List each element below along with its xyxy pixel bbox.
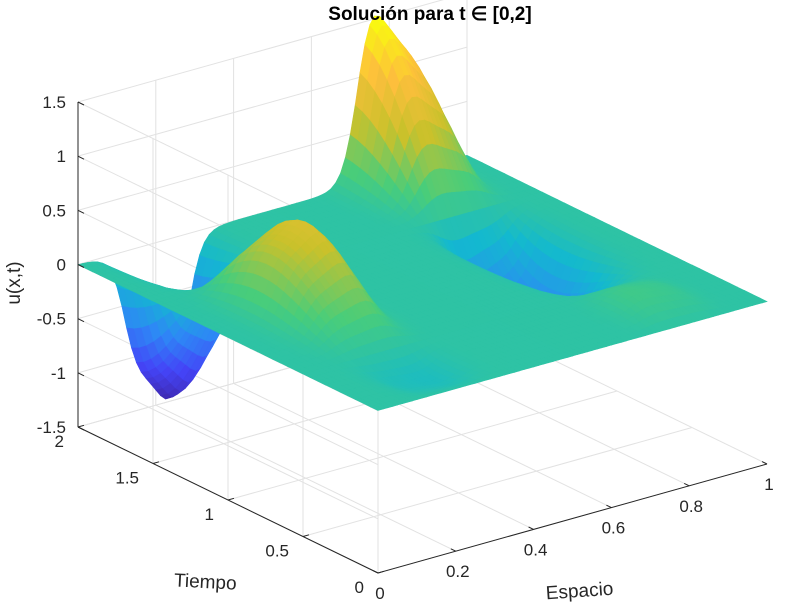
z-tick-mark — [77, 101, 85, 106]
z-axis-label: u(x,t) — [4, 261, 25, 304]
y-tick-mark — [377, 570, 385, 574]
surface — [77, 15, 768, 411]
x-tick-label: 0.2 — [446, 562, 470, 581]
y-axis-label: Tiempo — [173, 570, 237, 594]
chart-title: Solución para t ∈ [0,2] — [328, 4, 531, 25]
x-tick-mark — [450, 548, 457, 552]
x-tick-mark — [761, 461, 768, 465]
z-tick-label: 0.5 — [42, 201, 66, 220]
z-tick-mark — [77, 264, 85, 268]
floor-grid-line — [227, 390, 618, 501]
y-tick-label: 0 — [355, 578, 364, 597]
x-tick-label: 0.8 — [679, 497, 703, 516]
x-tick-mark — [606, 504, 612, 509]
z-tick-label: 0 — [57, 256, 66, 275]
x-tick-mark — [372, 570, 379, 574]
y-tick-label: 2 — [55, 432, 64, 451]
x-tick-label: 0.6 — [602, 519, 626, 538]
z-tick-label: 1.5 — [42, 93, 66, 112]
y-tick-label: 1.5 — [115, 469, 139, 488]
wall-grid-line — [77, 318, 379, 466]
x-axis-label: Espacio — [545, 579, 614, 605]
z-tick-label: -1.5 — [37, 418, 66, 437]
y-tick-mark — [302, 534, 310, 537]
x-tick-mark — [528, 526, 534, 530]
z-tick-label: 1 — [57, 147, 66, 166]
x-tick-mark — [683, 482, 690, 487]
z-tick-mark — [77, 318, 85, 323]
wall-grid-line — [77, 372, 379, 520]
z-tick-mark — [77, 155, 85, 160]
z-tick-mark — [77, 426, 85, 431]
z-tick-mark — [77, 372, 85, 377]
surface-patch — [753, 297, 768, 304]
y-tick-label: 0.5 — [265, 542, 289, 561]
z-tick-label: -0.5 — [37, 310, 66, 329]
x-tick-label: 0.4 — [524, 540, 548, 559]
z-tick-mark — [77, 209, 85, 214]
y-tick-mark — [227, 497, 235, 501]
x-tick-label: 0 — [375, 584, 384, 603]
floor-grid-line — [302, 427, 693, 537]
z-tick-label: -1 — [51, 364, 66, 383]
x-tick-label: 1 — [764, 475, 773, 494]
y-tick-label: 1 — [205, 505, 214, 524]
y-tick-mark — [77, 424, 85, 428]
wall-grid-line — [77, 0, 444, 103]
tick-labels: 0 0.2 0.4 0.6 0.8 1 0 0.5 1 1.5 2-1.5 -1 -0.5 0 0.5 1 1.… — [37, 93, 774, 603]
y-tick-mark — [152, 461, 160, 464]
axes-lines — [77, 101, 768, 574]
x-axis-line — [377, 463, 768, 574]
